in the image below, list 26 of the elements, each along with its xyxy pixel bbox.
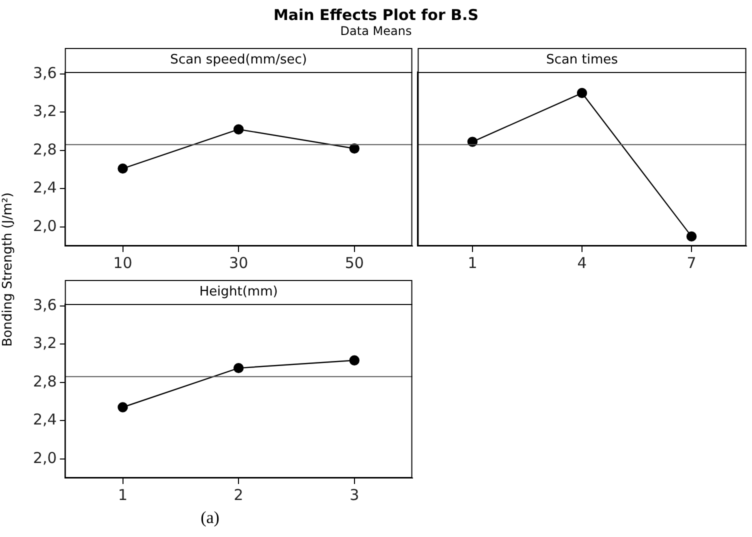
text: (a) [200,508,220,528]
x-tick-label: 30 [229,254,248,272]
chart-title: Height(mm) [199,284,278,300]
x-tick-label: 4 [577,254,587,272]
chart-title: Scan times [546,52,618,68]
y-tick-label: 2,8 [32,372,57,390]
x-tick-label: 50 [344,254,364,272]
y-tick-label: 3,2 [32,102,57,120]
y-tick-label: 3,2 [32,334,57,352]
x-tick-label: 1 [118,486,128,504]
y-tick-label: 2,0 [32,448,57,467]
x-tick-label: 2 [234,486,244,504]
y-tick-label: 3,6 [32,296,57,314]
text: Main Effects Plot for B.S [272,6,480,24]
x-tick-label: 7 [686,254,696,272]
text: Data Means [339,24,413,38]
y-axis-title: Bonding Strength (J/m²) [0,191,16,349]
y-tick-label: 2,4 [32,178,57,197]
y-tick-label: 3,6 [32,64,57,82]
y-tick-label: 2,0 [32,216,57,235]
x-tick-label: 10 [113,254,132,272]
chart-title: Scan speed(mm/sec) [170,52,307,68]
y-tick-label: 2,4 [32,410,57,429]
x-tick-label: 3 [350,486,360,504]
x-tick-label: 1 [468,254,478,272]
y-tick-label: 2,8 [32,140,57,158]
